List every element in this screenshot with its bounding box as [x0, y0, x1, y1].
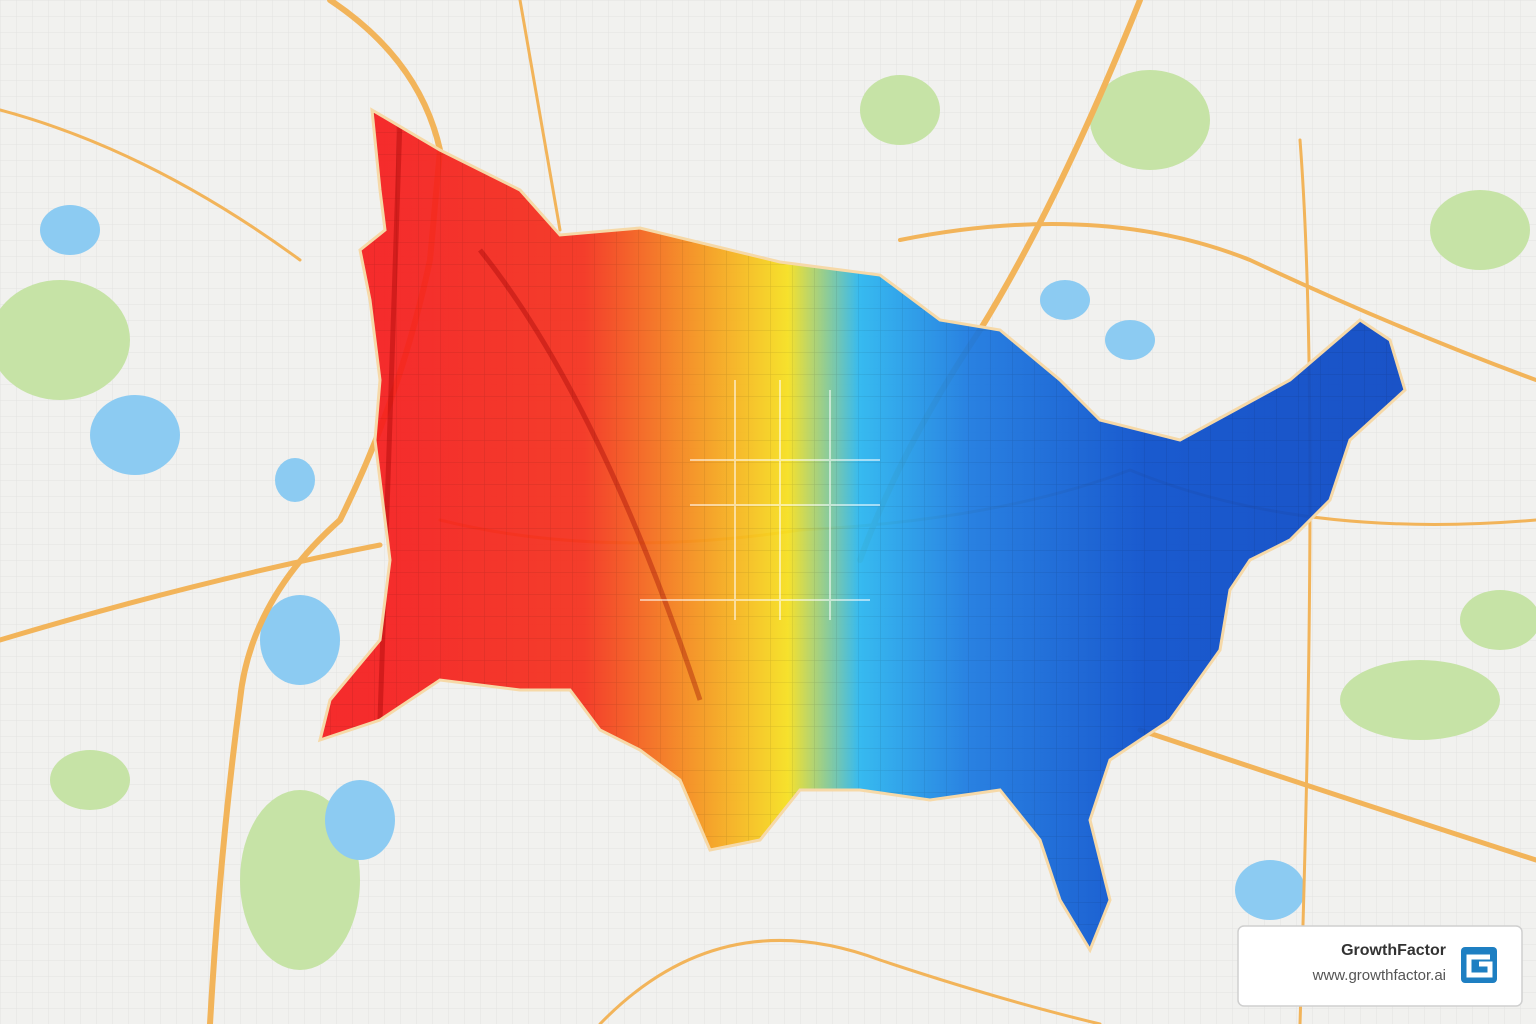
- brand-name: GrowthFactor: [1341, 942, 1446, 959]
- brand-logo: [1461, 947, 1497, 983]
- brand-card: GrowthFactor www.growthfactor.ai: [1237, 925, 1523, 1007]
- brand-url: www.growthfactor.ai: [1312, 967, 1446, 984]
